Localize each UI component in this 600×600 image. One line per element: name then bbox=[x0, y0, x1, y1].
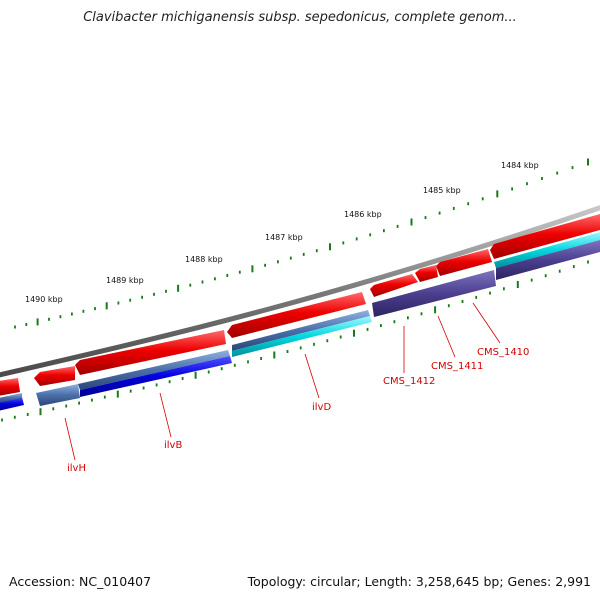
gene-bar bbox=[232, 310, 370, 351]
gene-label-leaders bbox=[64, 302, 501, 461]
kbp-label: 1489 kbp bbox=[106, 276, 144, 285]
gene-bar bbox=[80, 356, 232, 397]
gene-arrow bbox=[370, 274, 418, 297]
gene-label-cms-1412: CMS_1412 bbox=[383, 376, 435, 387]
kbp-label: 1485 kbp bbox=[423, 186, 461, 195]
gene-arrow bbox=[34, 366, 75, 386]
genome-stats-text: Topology: circular; Length: 3,258,645 bp… bbox=[247, 574, 591, 589]
forward-strand-genes bbox=[0, 214, 600, 396]
kbp-label: 1484 kbp bbox=[501, 161, 539, 170]
leader-line bbox=[64, 417, 76, 461]
accession-text: Accession: NC_010407 bbox=[9, 574, 152, 589]
gene-arrow bbox=[0, 378, 20, 396]
leader-line bbox=[437, 315, 456, 358]
gene-label-cms-1411: CMS_1411 bbox=[431, 361, 483, 372]
scale-labels: 1484 kbp 1485 kbp 1486 kbp 1487 kbp 1488… bbox=[25, 161, 539, 304]
gene-labels: ilvH ilvB ilvD CMS_1412 CMS_1411 CMS_141… bbox=[67, 347, 529, 474]
gene-arrow bbox=[436, 249, 492, 276]
gene-arrow bbox=[227, 292, 366, 338]
map-title: Clavibacter michiganensis subsp. sepedon… bbox=[83, 10, 517, 25]
inner-scale-ticks bbox=[1, 260, 589, 422]
gene-label-ilvb: ilvB bbox=[164, 440, 182, 451]
reverse-strand-genes bbox=[0, 232, 600, 411]
gene-label-ilvd: ilvD bbox=[312, 402, 331, 413]
gene-bar bbox=[36, 384, 80, 406]
kbp-label: 1488 kbp bbox=[185, 255, 223, 264]
leader-line bbox=[304, 353, 320, 399]
leader-line bbox=[159, 392, 172, 438]
gene-bar bbox=[0, 393, 22, 403]
gene-label-ilvh: ilvH bbox=[67, 463, 86, 474]
gene-bar bbox=[372, 270, 496, 317]
gene-label-cms-1410: CMS_1410 bbox=[477, 347, 529, 358]
gene-bar bbox=[232, 316, 372, 357]
gene-bar bbox=[494, 232, 600, 268]
genome-backbone bbox=[0, 205, 600, 378]
gene-bar bbox=[78, 350, 230, 390]
gene-bar bbox=[496, 240, 600, 280]
gene-arrow bbox=[415, 265, 438, 282]
leader-line bbox=[472, 302, 501, 344]
kbp-label: 1486 kbp bbox=[344, 210, 382, 219]
kbp-label: 1487 kbp bbox=[265, 233, 303, 242]
outer-scale-ticks bbox=[14, 158, 589, 329]
kbp-label: 1490 kbp bbox=[25, 295, 63, 304]
gene-arrow bbox=[75, 330, 226, 375]
gene-arrow bbox=[490, 214, 600, 259]
